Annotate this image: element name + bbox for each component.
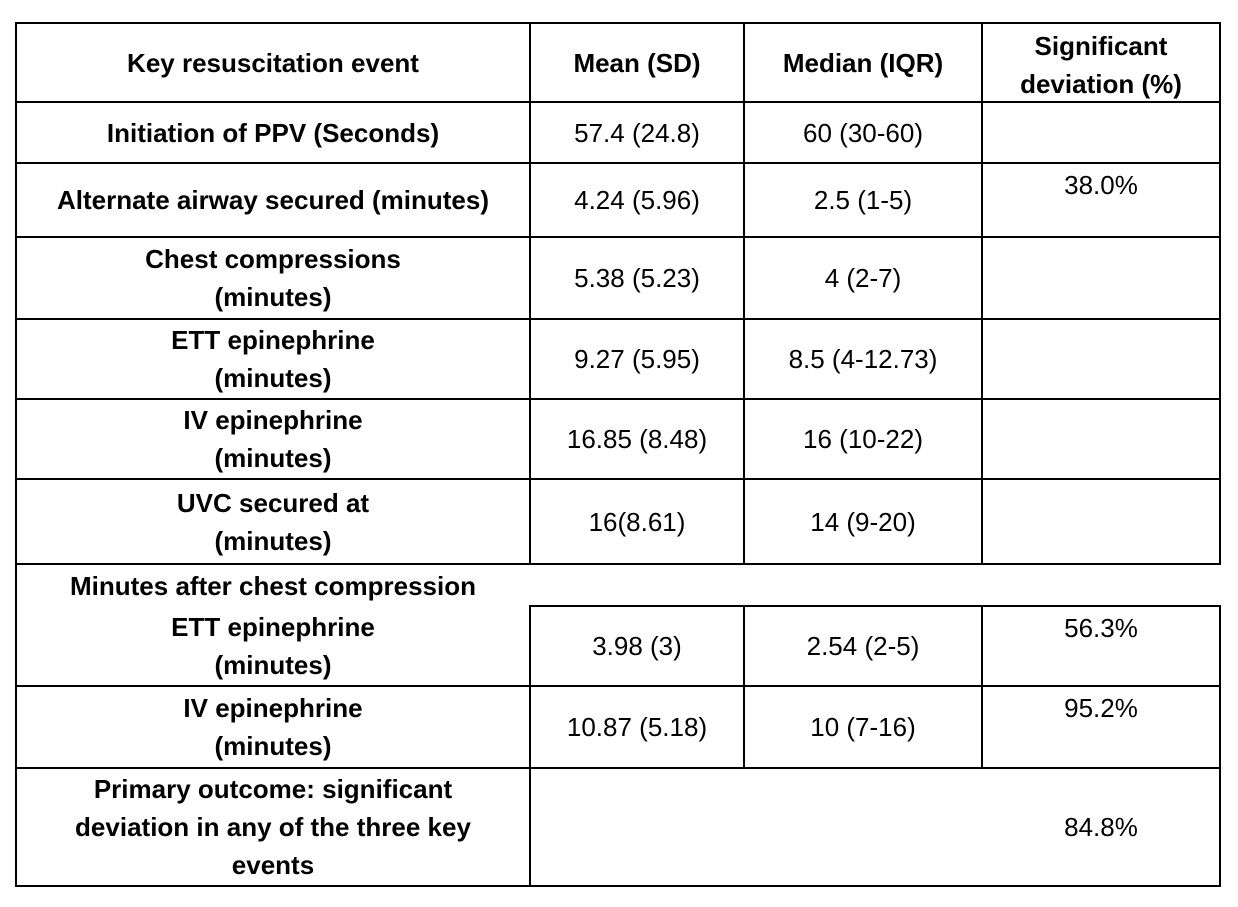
row-median: 2.54 (2-5): [806, 631, 920, 661]
section-heading: Minutes after chest compression: [70, 571, 476, 601]
row-label-line: IV epinephrine: [183, 693, 363, 723]
row-label: ETT epinephrine (minutes): [17, 320, 529, 398]
row-label-line: UVC secured at: [176, 487, 370, 518]
row-label-line: (minutes): [214, 525, 332, 556]
row-label: IV epinephrine (minutes): [17, 400, 529, 478]
primary-outcome-label: Primary outcome: significant deviation i…: [17, 769, 529, 885]
row-label-line: IV epinephrine: [183, 405, 363, 435]
row-label-line: Chest compressions: [145, 244, 401, 274]
row-label-line: (minutes): [214, 363, 332, 393]
row-label-line: (minutes): [214, 650, 332, 680]
row-mean: 5.38 (5.23): [574, 263, 700, 293]
row-median: 10 (7-16): [810, 712, 916, 742]
row-label-line: (minutes): [214, 443, 332, 473]
row-mean: 16(8.61): [588, 506, 686, 537]
row-mean: 10.87 (5.18): [566, 712, 708, 742]
header-significant-deviation: Significant deviation (%): [983, 24, 1219, 103]
row-label-line: deviation in any of the three key: [75, 812, 471, 842]
primary-outcome-significant-deviation: 84.8%: [1064, 812, 1138, 842]
row-label: Initiation of PPV (Seconds): [106, 117, 440, 148]
row-label: UVC secured at (minutes): [17, 480, 529, 563]
header-event: Key resuscitation event: [127, 47, 419, 78]
row-mean: 4.24 (5.96): [574, 185, 700, 215]
row-label-line: events: [231, 850, 315, 880]
row-mean: 57.4 (24.8): [574, 117, 700, 148]
row-label: IV epinephrine (minutes): [17, 687, 529, 767]
row-median: 8.5 (4-12.73): [788, 344, 938, 374]
row-label: Alternate airway secured (minutes): [56, 185, 490, 215]
row-significant-deviation: 56.3%: [1064, 613, 1138, 643]
row-median: 60 (30-60): [803, 117, 923, 148]
header-median: Median (IQR): [782, 47, 944, 78]
row-label-line: (minutes): [214, 731, 332, 761]
row-label-line: ETT epinephrine: [171, 612, 375, 642]
row-median: 14 (9-20): [810, 506, 916, 537]
row-label-line: Primary outcome: significant: [93, 774, 453, 804]
row-mean: 3.98 (3): [592, 631, 682, 661]
row-label: Chest compressions (minutes): [17, 238, 529, 318]
row-label: ETT epinephrine (minutes): [17, 607, 529, 685]
row-label-line: (minutes): [214, 282, 332, 312]
row-significant-deviation: 95.2%: [1064, 693, 1138, 723]
row-mean: 9.27 (5.95): [574, 344, 700, 374]
row-significant-deviation: 38.0%: [1064, 170, 1138, 200]
row-median: 2.5 (1-5): [813, 185, 913, 215]
row-label-line: ETT epinephrine: [171, 325, 375, 355]
header-sig-line1: Significant: [1034, 30, 1168, 61]
header-sig-line2: deviation (%): [1020, 68, 1182, 99]
row-median: 16 (10-22): [803, 424, 923, 454]
row-median: 4 (2-7): [824, 263, 902, 293]
row-mean: 16.85 (8.48): [566, 424, 708, 454]
header-mean: Mean (SD): [573, 47, 701, 78]
